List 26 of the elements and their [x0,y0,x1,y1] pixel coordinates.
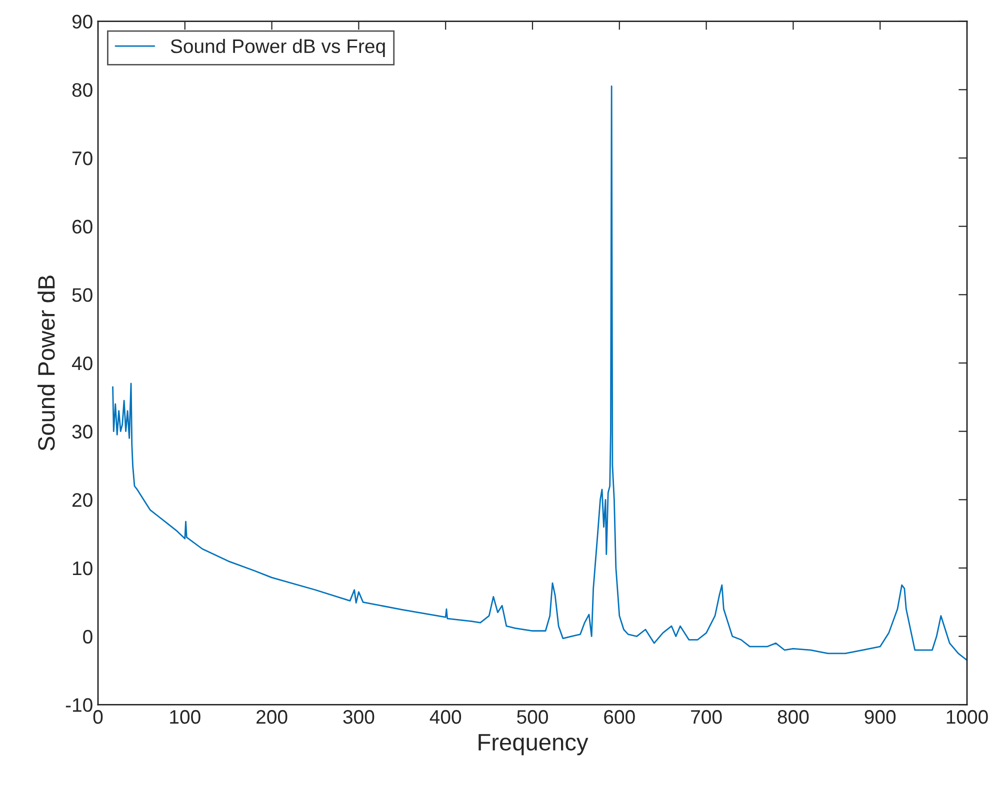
x-tick-label: 800 [778,710,809,724]
y-tick-label: 80 [72,83,92,97]
x-tick-label: 600 [604,710,635,724]
y-tick-label: 40 [72,356,92,370]
y-axis-title: Sound Power dB [37,276,55,451]
legend-label: Sound Power dB vs Freq [170,38,385,57]
x-tick-label: 1000 [946,710,988,724]
x-tick-label: 300 [343,710,374,724]
y-tick-label: 60 [72,220,92,234]
x-tick-label: 500 [517,710,548,724]
x-tick-label: 100 [170,710,200,724]
y-tick-label: 70 [72,151,92,166]
x-tick-label: 700 [691,710,722,724]
x-tick-label: 400 [430,710,462,724]
y-tick-label: 50 [72,288,92,302]
x-tick-label: 900 [864,710,896,724]
x-tick-label: 0 [93,710,103,724]
line-series [112,86,967,661]
y-tick-label: 90 [72,14,92,29]
x-tick-label: 200 [256,710,288,724]
y-tick-label: 0 [83,630,92,644]
y-tick-label: -10 [66,698,92,712]
y-tick-label: 10 [72,561,92,576]
y-tick-label: 30 [72,424,92,439]
y-tick-label: 20 [72,493,92,507]
x-axis-title: Frequency [478,734,588,756]
